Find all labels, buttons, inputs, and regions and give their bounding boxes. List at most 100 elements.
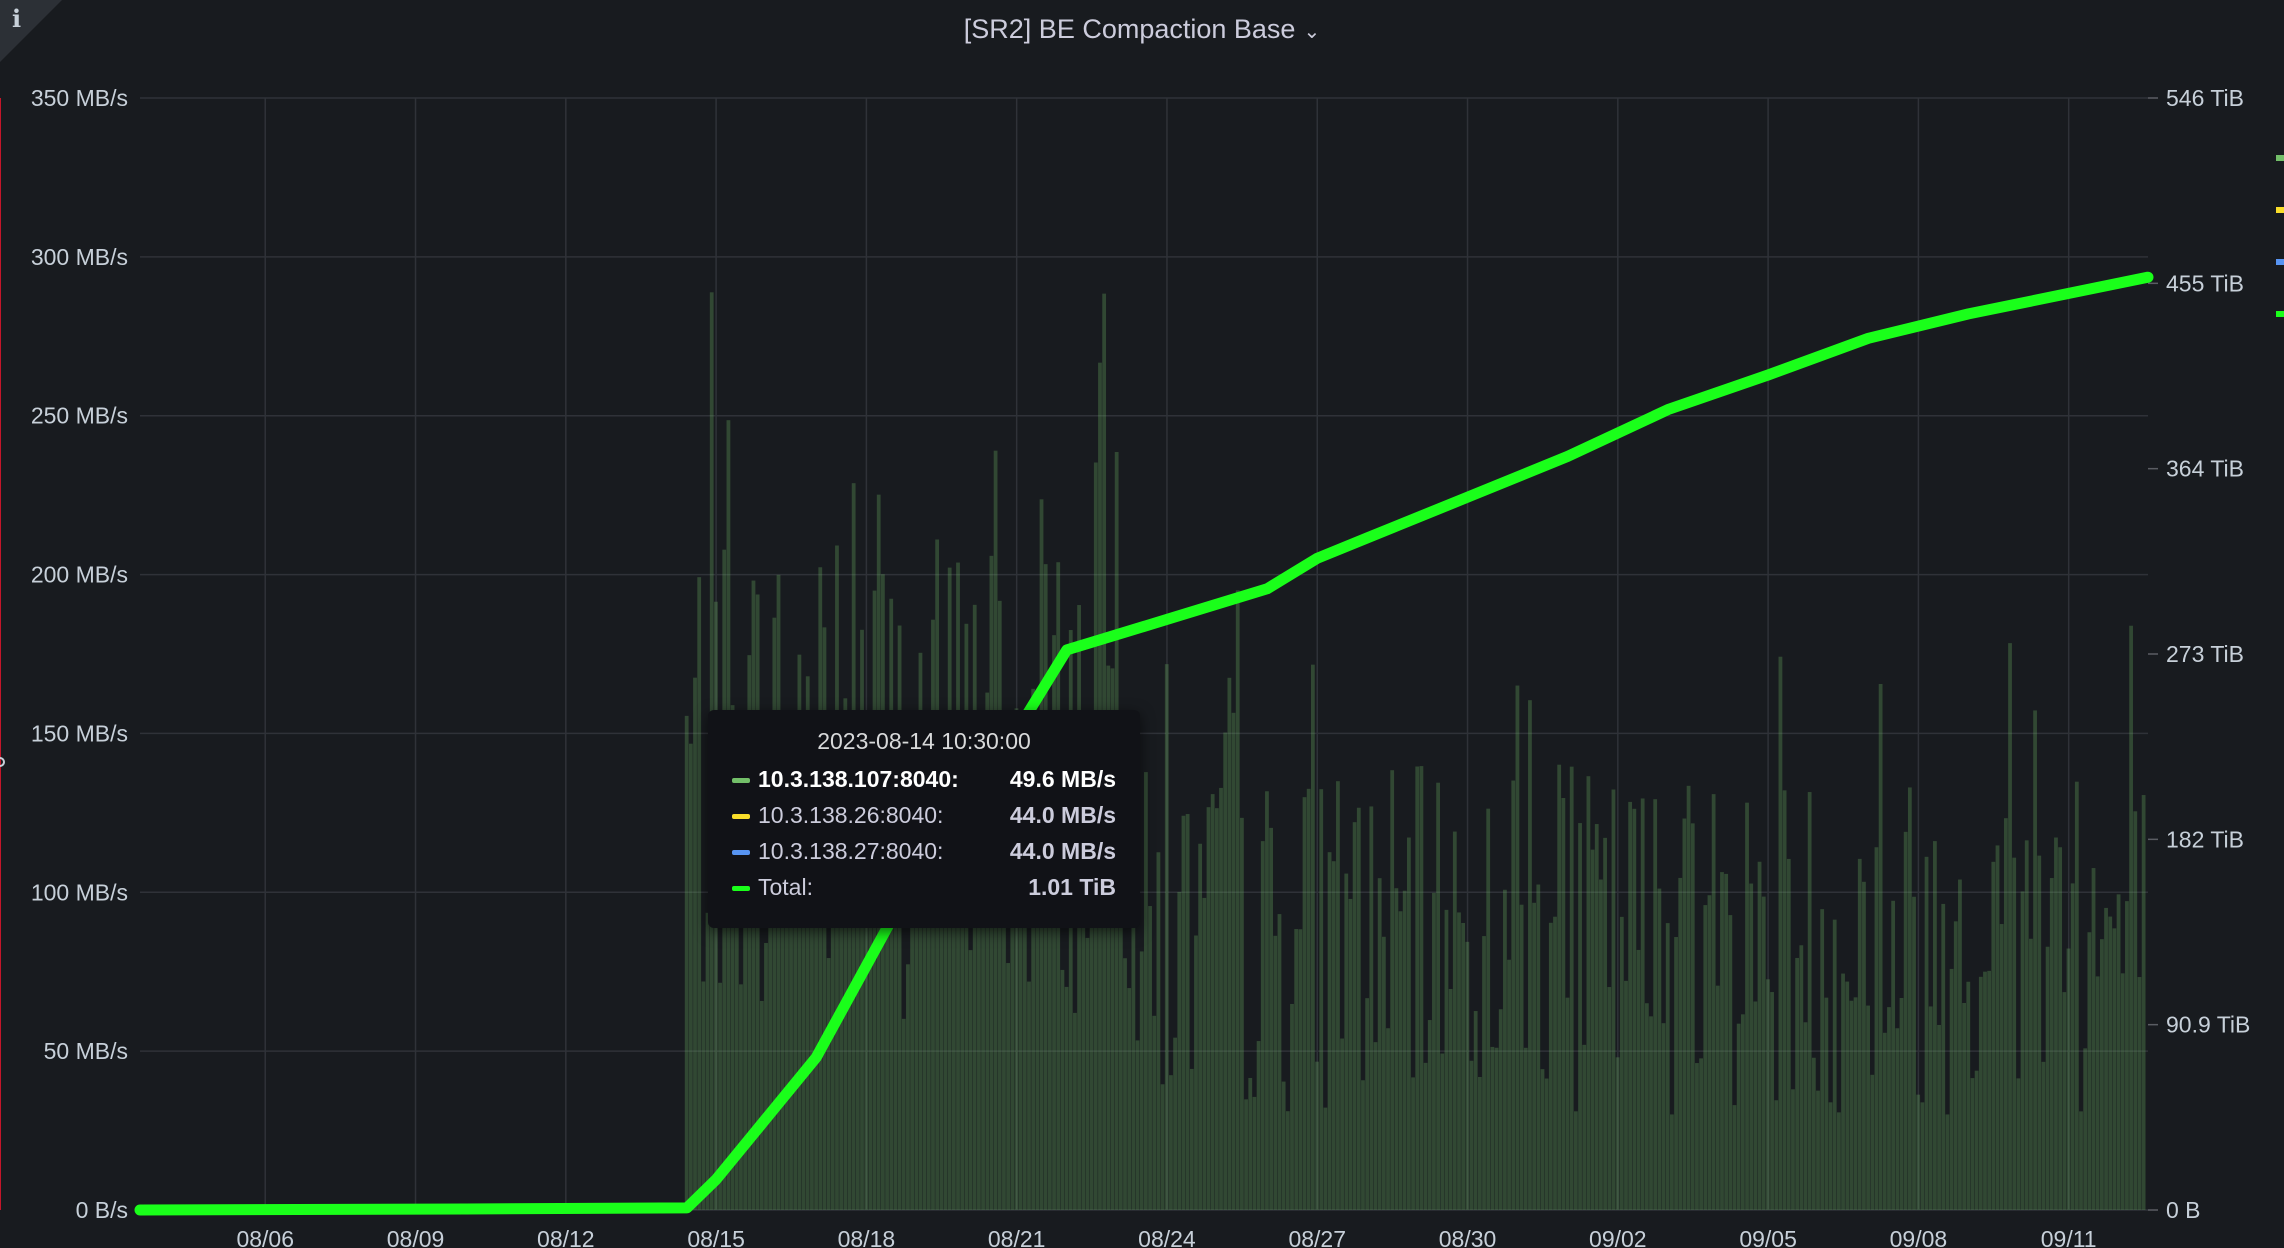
x-tick-label: 09/11 (2041, 1226, 2097, 1248)
rate-bar (1920, 1102, 1925, 1210)
rate-bar (868, 890, 873, 1210)
rate-bar (801, 816, 806, 1210)
rate-bar (960, 927, 965, 1210)
rate-bar (1870, 1074, 1875, 1210)
rate-bar (826, 958, 831, 1210)
rate-bar (1807, 792, 1812, 1210)
rate-bar (2120, 973, 2125, 1210)
info-corner[interactable] (0, 0, 62, 62)
rate-bar (1290, 1003, 1294, 1210)
rate-bar (1006, 963, 1011, 1210)
rate-bar (1265, 791, 1269, 1210)
rate-bar (1131, 860, 1136, 1210)
rate-bar (1916, 1094, 1921, 1210)
rate-bar (1407, 837, 1411, 1210)
tooltip-series-value: 1.01 TiB (1028, 874, 1116, 900)
rate-bar (1573, 1111, 1578, 1210)
rate-bar (1210, 794, 1215, 1210)
rate-bar (1644, 1003, 1649, 1210)
rate-bar (1966, 981, 1971, 1210)
rate-bar (1991, 861, 1996, 1210)
rate-bar (2070, 883, 2075, 1210)
x-tick-label: 08/12 (537, 1226, 595, 1248)
rate-bar (1323, 1107, 1328, 1210)
rate-bar (1473, 1011, 1478, 1210)
rate-bar (1853, 997, 1858, 1210)
rate-bar (1206, 807, 1211, 1210)
rate-bar (2083, 1048, 2088, 1210)
y-left-tick-label: 300 MB/s (31, 244, 128, 270)
rate-bar (1757, 861, 1762, 1210)
rate-bar (2045, 946, 2050, 1210)
rate-bar (1118, 765, 1123, 1210)
rate-bar (697, 577, 702, 1210)
rate-bar (1394, 888, 1399, 1210)
tooltip-row: 10.3.138.107:8040: 49.6 MB/s (732, 766, 1116, 796)
rate-bar (1252, 1096, 1257, 1210)
rate-bar (985, 692, 990, 1210)
rate-bar (1244, 1099, 1248, 1210)
rate-bar (1845, 981, 1850, 1210)
rate-bar (1878, 684, 1883, 1210)
tooltip-series-name: Total: (758, 874, 813, 900)
info-icon[interactable]: i (12, 4, 22, 33)
rate-bar (1477, 1076, 1482, 1210)
rate-bar (1085, 937, 1090, 1210)
hover-point (0, 757, 5, 768)
x-tick-label: 09/05 (1739, 1226, 1797, 1248)
rate-bar (1636, 949, 1641, 1210)
rate-bar (1941, 903, 1946, 1210)
rate-bar (1540, 1069, 1545, 1210)
legend-swatch (2276, 207, 2284, 213)
rate-bar (2108, 916, 2113, 1210)
rate-bar (1578, 823, 1582, 1210)
tooltip-row: 10.3.138.26:8040: 44.0 MB/s (732, 802, 1116, 832)
rate-bar (1089, 723, 1094, 1210)
rate-bar (1766, 979, 1770, 1210)
rate-bar (1544, 1078, 1549, 1210)
rate-bar (1628, 801, 1633, 1210)
rate-bar (1002, 860, 1006, 1210)
tooltip-swatch (732, 814, 750, 819)
rate-bar (1377, 878, 1382, 1210)
rate-bar (1260, 841, 1265, 1210)
rate-bar (977, 738, 981, 1210)
rate-bar (688, 743, 693, 1210)
rate-bar (1724, 873, 1729, 1210)
rate-bar (1749, 883, 1754, 1210)
rate-bar (1356, 807, 1361, 1210)
rate-bar (1828, 1102, 1833, 1210)
rate-bar (1958, 879, 1962, 1210)
series-line-total (134, 271, 2154, 1216)
rate-bar (1553, 916, 1557, 1210)
panel-header[interactable]: [SR2] BE Compaction Base ⌄ (0, 14, 2284, 45)
rate-bar (1469, 1060, 1474, 1210)
rate-bar (2125, 901, 2129, 1210)
panel-title[interactable]: [SR2] BE Compaction Base (963, 14, 1296, 44)
rate-bar (1073, 1012, 1077, 1210)
rate-bar (1753, 1001, 1758, 1210)
legend-swatch (2276, 311, 2284, 317)
rate-bar (1181, 815, 1186, 1210)
rate-bar (1381, 936, 1386, 1210)
rate-bar (1515, 685, 1520, 1210)
y-left-tick-label: 0 B/s (76, 1197, 128, 1223)
rate-bar (2129, 625, 2133, 1210)
rate-bar (2012, 857, 2017, 1210)
rate-bar (1444, 909, 1449, 1210)
rate-bar (1344, 873, 1349, 1210)
rate-bar (2066, 948, 2071, 1210)
rate-bar (968, 950, 973, 1210)
x-tick-label: 08/18 (838, 1226, 896, 1248)
rate-bar (885, 791, 889, 1210)
rate-bar (981, 925, 985, 1210)
rate-bar (1519, 904, 1524, 1210)
chevron-down-icon[interactable]: ⌄ (1303, 21, 1321, 43)
rate-bar (1786, 858, 1791, 1210)
x-tick-label: 08/06 (236, 1226, 294, 1248)
rate-bar (780, 917, 785, 1210)
rate-bar (2016, 1078, 2021, 1210)
rate-bar (1256, 1041, 1261, 1210)
rate-bar (1565, 997, 1570, 1210)
